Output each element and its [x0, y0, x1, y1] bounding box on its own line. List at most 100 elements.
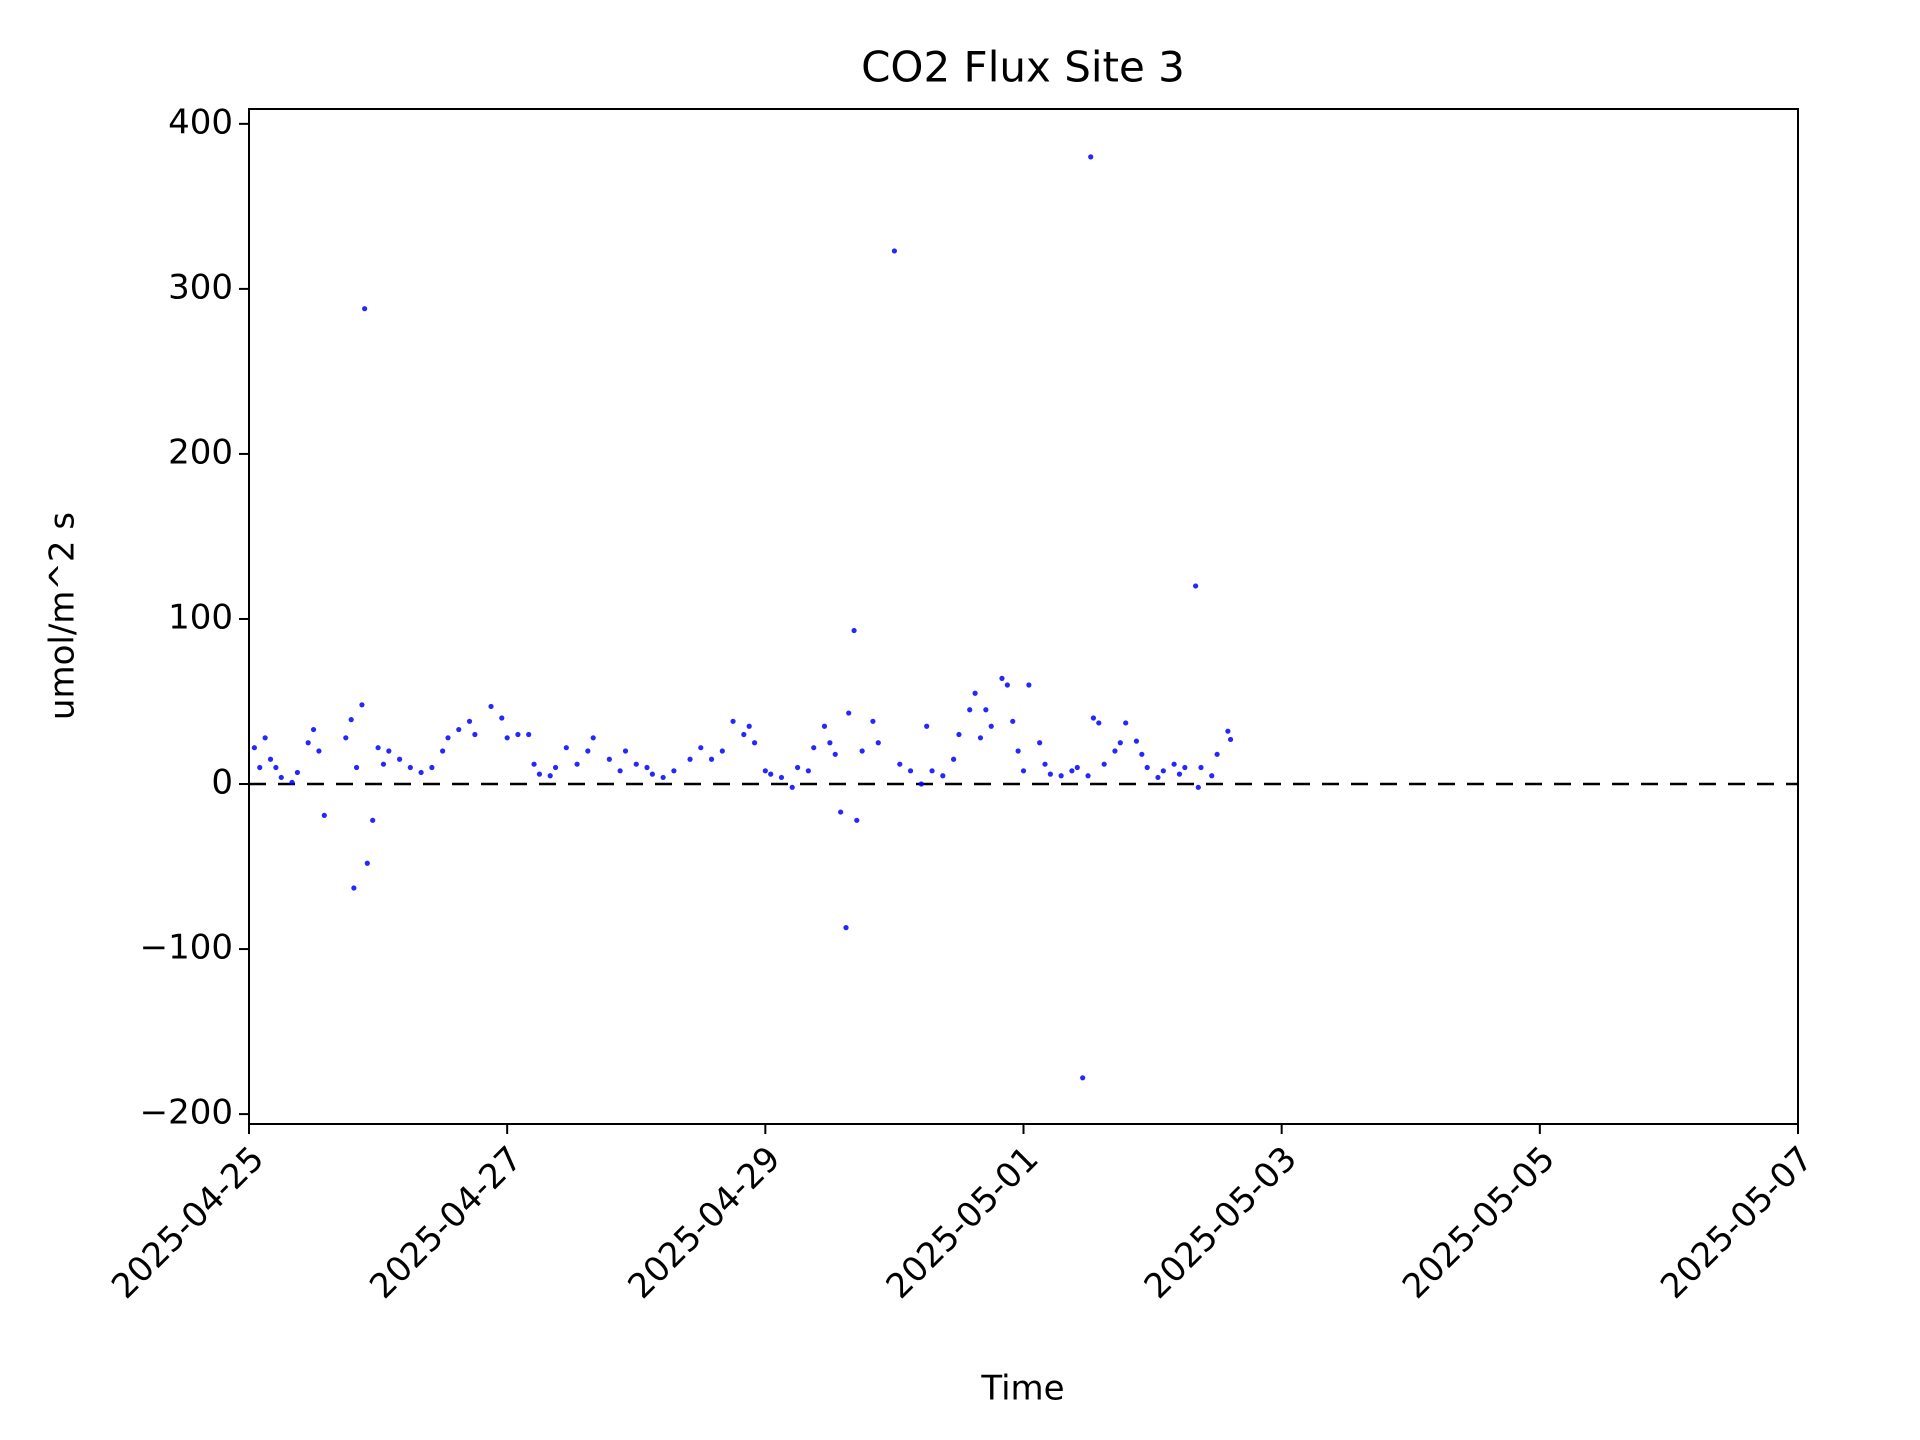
- data-point: [1171, 761, 1177, 767]
- data-point: [353, 764, 360, 771]
- data-point: [289, 779, 295, 785]
- x-tick-label: 2025-04-29: [620, 1139, 788, 1307]
- data-point: [1004, 682, 1010, 688]
- y-tick-label: 200: [168, 432, 233, 472]
- data-point: [1020, 768, 1027, 774]
- data-point: [294, 769, 301, 776]
- data-point: [956, 731, 962, 738]
- data-point: [950, 756, 957, 762]
- plot-frame: [248, 108, 1799, 1125]
- data-point: [305, 740, 311, 746]
- data-point: [708, 756, 715, 762]
- data-point: [1155, 774, 1161, 781]
- data-point: [466, 718, 473, 724]
- data-point: [988, 723, 994, 729]
- data-point: [1193, 583, 1199, 589]
- data-point: [671, 768, 677, 774]
- data-point: [719, 748, 725, 754]
- data-point: [972, 690, 978, 696]
- data-point: [278, 774, 284, 781]
- data-point: [859, 748, 865, 754]
- data-point: [386, 748, 392, 754]
- data-point: [918, 781, 924, 787]
- data-point: [375, 745, 381, 751]
- data-point: [429, 764, 435, 771]
- data-point: [897, 761, 903, 767]
- data-point: [1214, 751, 1220, 757]
- data-point: [999, 675, 1005, 681]
- data-point: [1182, 764, 1188, 771]
- data-point: [821, 723, 828, 729]
- data-point: [977, 735, 984, 741]
- data-point: [310, 726, 317, 733]
- data-point: [574, 761, 580, 767]
- data-point: [488, 703, 494, 710]
- data-point: [851, 627, 857, 634]
- data-point: [1133, 738, 1140, 744]
- data-point: [929, 768, 935, 774]
- data-point: [827, 740, 833, 746]
- data-point: [1058, 773, 1064, 779]
- data-point: [660, 774, 666, 781]
- data-point: [622, 748, 629, 754]
- data-point: [364, 860, 370, 866]
- data-point: [499, 715, 505, 721]
- data-point: [251, 745, 257, 751]
- data-point: [418, 769, 424, 776]
- data-point: [262, 735, 268, 741]
- data-point: [875, 740, 881, 746]
- data-point: [870, 718, 876, 724]
- data-point: [1037, 740, 1043, 746]
- data-point: [351, 885, 357, 891]
- data-point: [983, 707, 989, 713]
- data-point: [1015, 748, 1021, 754]
- data-point: [343, 735, 349, 741]
- chart-title: CO2 Flux Site 3: [861, 43, 1185, 92]
- data-point: [730, 718, 736, 724]
- data-point: [633, 761, 639, 767]
- data-point: [751, 740, 758, 746]
- data-point: [924, 723, 930, 729]
- data-point: [1195, 784, 1201, 790]
- data-point: [445, 735, 451, 741]
- data-point: [891, 248, 898, 254]
- data-point: [1227, 736, 1234, 743]
- data-point: [1074, 764, 1080, 771]
- x-tick-label: 2025-04-25: [104, 1139, 272, 1307]
- data-point: [380, 761, 387, 767]
- data-point: [1010, 718, 1016, 724]
- data-point: [440, 748, 446, 754]
- data-point: [832, 751, 838, 757]
- data-point: [1139, 751, 1145, 757]
- data-point: [778, 774, 785, 781]
- data-point: [967, 707, 973, 713]
- data-point: [1160, 768, 1166, 774]
- data-point: [1176, 771, 1183, 777]
- data-point: [741, 731, 747, 738]
- y-tick-label: 300: [168, 267, 233, 307]
- data-point: [1096, 720, 1102, 726]
- data-point: [1026, 682, 1032, 688]
- data-point: [536, 771, 543, 777]
- data-point: [687, 756, 693, 762]
- data-point: [348, 717, 354, 723]
- data-point: [907, 768, 914, 774]
- data-point: [362, 306, 368, 312]
- data-point: [273, 764, 279, 771]
- data-point: [547, 773, 553, 779]
- data-point: [1101, 761, 1107, 767]
- x-tick-label: 2025-05-07: [1653, 1139, 1821, 1307]
- data-point: [456, 726, 462, 733]
- data-point: [267, 756, 274, 762]
- data-point: [585, 748, 591, 754]
- data-point: [531, 761, 537, 767]
- data-point: [606, 756, 612, 762]
- data-point: [316, 748, 322, 754]
- y-tick-label: 400: [168, 102, 233, 142]
- data-point: [1047, 771, 1053, 777]
- x-tick-label: 2025-04-27: [362, 1139, 530, 1307]
- data-point: [649, 771, 655, 777]
- data-point: [1144, 764, 1150, 771]
- data-point: [811, 745, 817, 751]
